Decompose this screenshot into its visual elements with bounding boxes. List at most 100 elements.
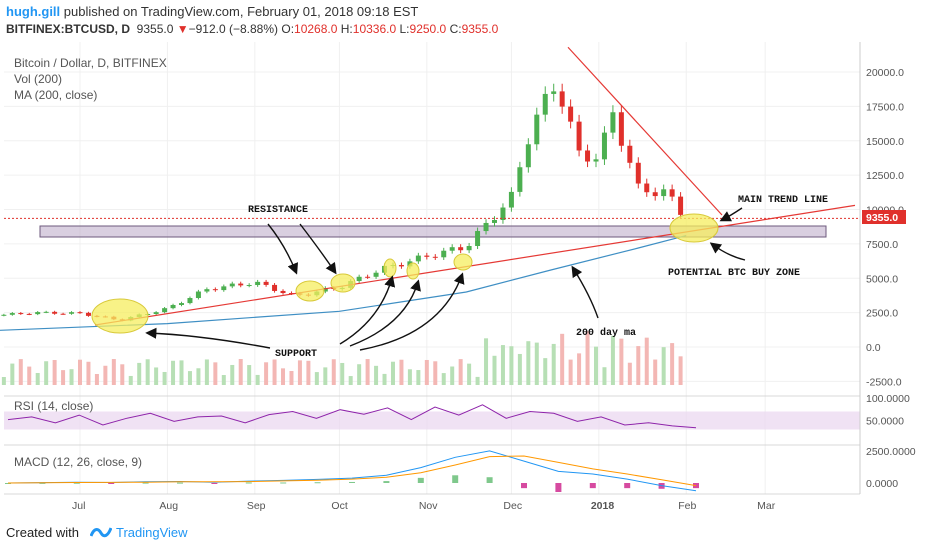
macd-histogram-bar [5, 483, 11, 484]
macd-histogram-bar [211, 483, 218, 484]
volume-bar [585, 331, 590, 385]
volume-bar [500, 345, 505, 385]
rsi-tick-label: 100.0000 [866, 393, 910, 405]
chart-header: hugh.gill published on TradingView.com, … [0, 0, 932, 42]
candle-body [432, 256, 438, 258]
candle-body [322, 288, 328, 292]
down-arrow-icon: ▼ [176, 22, 189, 36]
resistance-label: RESISTANCE [248, 205, 308, 216]
volume-bar [44, 361, 49, 385]
macd-histogram-bar [108, 483, 115, 484]
rsi-pane[interactable]: 100.0000 50.0000 [4, 393, 910, 430]
volume-bar [433, 361, 438, 385]
macd-histogram-bar [521, 483, 527, 489]
volume-bar [94, 374, 99, 385]
volume-bar [365, 359, 370, 385]
volume-bar [1, 377, 6, 385]
volume-bar [441, 373, 446, 385]
volume-bar [594, 346, 598, 385]
candle-body [576, 121, 582, 151]
volume-bar [619, 338, 624, 385]
candle-body [280, 290, 286, 294]
volume-bar [78, 359, 82, 385]
publish-info: published on TradingView.com, February 0… [60, 4, 419, 19]
volume-bar [560, 333, 565, 385]
candle-body [610, 112, 616, 133]
candle-body [246, 285, 252, 287]
volume-bar [204, 359, 209, 385]
legend-volume: Vol (200) [14, 72, 62, 86]
volume-bar [636, 346, 641, 385]
candle-body [398, 265, 404, 267]
volume-bar [238, 359, 243, 385]
author-link[interactable]: hugh.gill [6, 4, 61, 19]
support-label: SUPPORT [275, 349, 317, 360]
chart-canvas[interactable]: Bitcoin / Dollar, D, BITFINEX Vol (200) … [0, 42, 932, 520]
candle-body [635, 162, 641, 184]
rsi-label: RSI (14, close) [14, 399, 93, 413]
open-value: 10268.0 [294, 22, 338, 36]
volume-bar [517, 353, 522, 385]
volume-bar [187, 371, 192, 385]
annotation-arrow [339, 275, 396, 345]
volume-bar [526, 341, 531, 385]
volume-bar [509, 346, 514, 385]
time-tick-label: Mar [757, 500, 776, 512]
price-change: −912.0 (−8.88%) [188, 22, 279, 36]
price-tick-label: 12500.0 [866, 170, 904, 182]
candle-body [18, 313, 24, 315]
trend-line-label: MAIN TREND LINE [738, 195, 828, 206]
candle-body [356, 276, 362, 282]
tradingview-logo-icon [89, 524, 113, 545]
candle-body [585, 150, 591, 162]
volume-bar [644, 337, 649, 385]
symbol-label: BITFINEX:BTCUSD, D [6, 22, 130, 36]
volume-bar [281, 368, 286, 385]
volume-bar [323, 367, 328, 385]
tradingview-brand-link[interactable]: TradingView [116, 525, 188, 540]
time-axis[interactable]: Jul Aug Sep Oct Nov Dec 2018 Feb Mar [72, 500, 776, 512]
ma-label: 200 day ma [576, 327, 636, 339]
time-tick-label: Jul [72, 500, 85, 512]
time-tick-label: Aug [159, 500, 178, 512]
price-tick-label: 15000.0 [866, 136, 904, 148]
volume-bar [179, 360, 184, 385]
downtrend-line [567, 46, 723, 216]
price-tick-label: -2500.0 [866, 376, 902, 388]
highlight-ellipse [669, 213, 719, 243]
candle-body [221, 286, 227, 291]
macd-histogram-bar [452, 475, 459, 483]
candle-body [162, 308, 168, 313]
candle-body [475, 231, 481, 246]
volume-bar [314, 372, 319, 385]
volume-bar [492, 355, 497, 385]
volume-bar [145, 359, 150, 385]
volume-bar [670, 343, 675, 385]
macd-pane[interactable]: 2500.0000 0.0000 [5, 446, 916, 492]
volume-bar [196, 368, 201, 385]
candle-body [441, 250, 447, 258]
rsi-line [7, 404, 697, 429]
macd-histogram-bar [417, 477, 424, 483]
time-tick-label: Sep [247, 500, 266, 512]
candle-body [373, 272, 379, 277]
volume-bar [137, 362, 142, 385]
volume-bar [390, 361, 395, 385]
candle-body [415, 255, 421, 262]
candle-body [26, 313, 32, 315]
candle-body [272, 284, 278, 291]
volume-bar [171, 360, 176, 385]
volume-bar [255, 374, 260, 385]
publish-line: hugh.gill published on TradingView.com, … [6, 4, 418, 19]
signal-line [7, 455, 697, 487]
candle-body [365, 276, 371, 278]
candle-body [678, 196, 684, 215]
candle-body [238, 283, 244, 286]
candle-body [508, 191, 514, 208]
time-tick-label: Oct [331, 500, 347, 512]
price-axis[interactable]: 20000.017500.015000.012500.010000.07500.… [866, 67, 904, 388]
candle-body [593, 159, 599, 162]
rsi-tick-label: 50.0000 [866, 416, 904, 428]
macd-tick-label: 0.0000 [866, 478, 898, 490]
volume-bar [230, 364, 235, 385]
